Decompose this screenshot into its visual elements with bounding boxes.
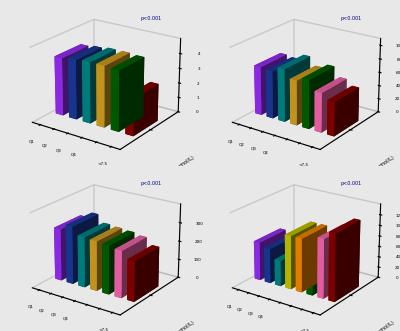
Text: p<0.001: p<0.001: [140, 16, 162, 21]
Y-axis label: Hcy(umol/L): Hcy(umol/L): [368, 155, 396, 175]
Text: p<0.001: p<0.001: [140, 181, 162, 186]
Y-axis label: Hcy(umol/L): Hcy(umol/L): [168, 320, 196, 331]
X-axis label: E2(pg/mL): E2(pg/mL): [39, 169, 65, 182]
Y-axis label: Hcy(umol/L): Hcy(umol/L): [368, 320, 396, 331]
Y-axis label: Hcy(umol/L): Hcy(umol/L): [168, 155, 196, 175]
Text: p<0.001: p<0.001: [340, 181, 362, 186]
Text: p<0.001: p<0.001: [340, 16, 362, 21]
X-axis label: E2(pg/mL): E2(pg/mL): [239, 169, 265, 182]
